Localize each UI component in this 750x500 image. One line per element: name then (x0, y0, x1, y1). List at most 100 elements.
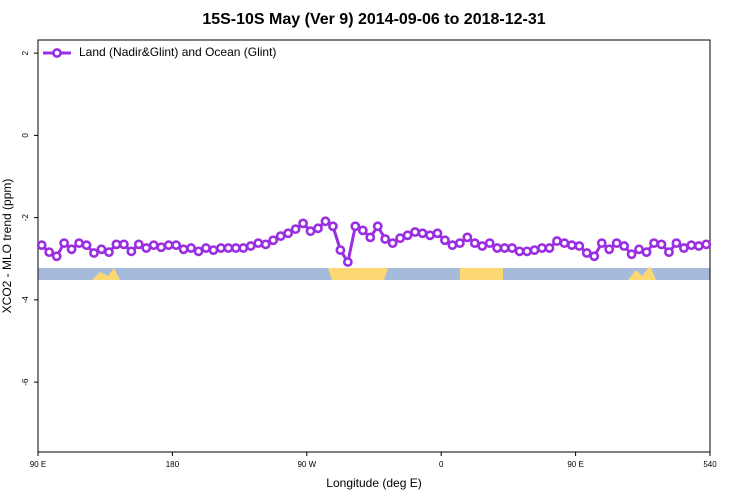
data-point (365, 232, 376, 243)
data-point (529, 245, 540, 256)
y-tick-label: -6 (21, 378, 30, 386)
data-point (66, 244, 77, 255)
data-point (223, 243, 234, 253)
data-point (581, 248, 592, 258)
data-point (544, 243, 555, 253)
data-point (313, 223, 323, 234)
data-point (59, 238, 70, 249)
data-point (260, 239, 271, 250)
data-point (701, 239, 712, 250)
legend-label: Land (Nadir&Glint) and Ocean (Glint) (79, 45, 276, 59)
data-point (126, 246, 137, 257)
data-point (417, 228, 428, 239)
data-point (193, 246, 204, 257)
x-axis-label: Longitude (deg E) (326, 476, 421, 490)
data-point (604, 244, 615, 255)
data-point (81, 240, 92, 251)
data-point (178, 244, 189, 255)
data-point (552, 236, 562, 246)
data-point (686, 240, 697, 251)
data-point (537, 243, 547, 253)
data-point (611, 238, 622, 249)
y-tick-label: -2 (21, 214, 30, 222)
data-point (208, 245, 219, 256)
y-tick-label: 2 (21, 50, 30, 55)
legend-marker (52, 48, 62, 58)
data-point (649, 238, 659, 249)
data-point (678, 243, 689, 253)
data-point (664, 247, 674, 258)
data-point (484, 238, 495, 249)
data-point (492, 243, 503, 253)
data-point (447, 240, 458, 251)
data-point (275, 231, 286, 242)
data-point (89, 248, 99, 258)
data-point (596, 238, 607, 249)
data-point (395, 233, 406, 244)
data-point (342, 257, 353, 267)
y-tick-label: 0 (21, 133, 30, 138)
data-point (566, 240, 577, 251)
data-point (410, 227, 420, 237)
y-tick-label: -4 (21, 296, 30, 304)
data-point (268, 235, 279, 246)
data-point (118, 239, 129, 250)
data-point (499, 243, 510, 253)
data-point (634, 244, 644, 255)
data-point (96, 244, 107, 255)
data-point (186, 243, 196, 253)
data-point (201, 243, 211, 253)
data-point (522, 246, 532, 257)
data-point (454, 238, 465, 249)
land-region (328, 268, 388, 280)
data-point (507, 243, 518, 253)
data-point (230, 243, 241, 253)
data-point (671, 238, 682, 249)
data-point (380, 234, 391, 244)
data-point (44, 247, 55, 258)
data-point (387, 238, 398, 249)
data-point (238, 243, 249, 253)
data-point (36, 240, 47, 251)
data-point (163, 240, 174, 251)
x-tick-label: 90 W (297, 460, 316, 469)
land-region (628, 266, 656, 280)
data-point (402, 230, 413, 241)
data-point (432, 228, 443, 239)
data-point (656, 239, 667, 250)
data-point (574, 241, 585, 251)
data-point (335, 245, 346, 256)
data-point (171, 240, 182, 251)
data-point (156, 242, 167, 253)
data-point (148, 240, 159, 251)
chart-title: 15S-10S May (Ver 9) 2014-09-06 to 2018-1… (202, 11, 545, 28)
data-point (425, 230, 435, 241)
data-point (245, 241, 256, 251)
data-point (619, 241, 630, 251)
x-tick-label: 90 E (567, 460, 583, 469)
land-ocean-band (38, 266, 710, 280)
data-point (133, 239, 144, 250)
data-point (104, 247, 114, 258)
data-point (216, 243, 226, 253)
land-region (460, 268, 503, 280)
data-point (111, 239, 122, 250)
data-point (440, 235, 450, 246)
data-point (328, 221, 338, 232)
data-point (462, 232, 473, 243)
data-point (283, 228, 294, 239)
data-point (51, 251, 62, 262)
data-point (514, 246, 525, 257)
land-region (92, 268, 120, 280)
x-tick-label: 90 E (30, 460, 46, 469)
data-point (357, 225, 368, 236)
data-point (469, 238, 480, 249)
y-axis-label: XCO2 - MLO trend (ppm) (0, 179, 14, 314)
data-point (641, 247, 652, 258)
data-point (74, 238, 84, 249)
data-point (477, 241, 488, 251)
data-point (253, 238, 264, 249)
x-tick-label: 180 (166, 460, 180, 469)
data-point (559, 238, 570, 249)
